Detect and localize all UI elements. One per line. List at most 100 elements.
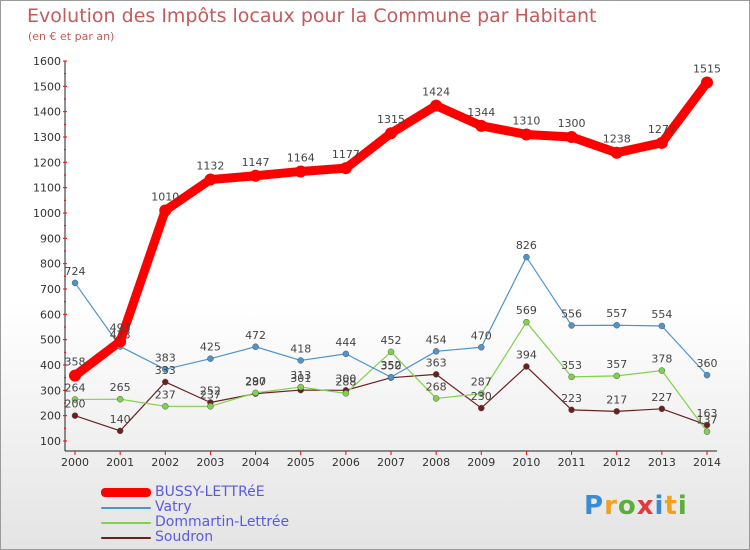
- data-point: [610, 146, 623, 159]
- series-line-0: [70, 78, 712, 381]
- data-point: [613, 321, 620, 329]
- data-point: [430, 99, 443, 112]
- data-label: 556: [561, 307, 582, 320]
- data-label: 569: [516, 304, 537, 317]
- x-tick-label: 2001: [106, 456, 134, 469]
- data-label: 350: [381, 360, 402, 373]
- data-label: 352: [381, 359, 402, 372]
- brand-logo: Proxiti: [584, 491, 688, 521]
- data-label: 137: [697, 414, 718, 427]
- x-tick-label: 2003: [196, 456, 224, 469]
- y-tick-label: 1200: [33, 156, 61, 169]
- data-point: [252, 343, 259, 351]
- data-point: [252, 389, 259, 397]
- data-label: 493: [110, 321, 131, 334]
- legend-label: Vatry: [155, 499, 192, 515]
- data-label: 1310: [512, 114, 540, 127]
- data-label: 1164: [287, 151, 315, 164]
- data-label: 227: [651, 391, 672, 404]
- data-label: 290: [245, 375, 266, 388]
- y-tick-label: 100: [40, 435, 61, 448]
- data-label: 470: [471, 329, 492, 342]
- data-label: 300: [335, 372, 356, 385]
- data-label: 1315: [377, 113, 405, 126]
- y-tick-label: 200: [40, 410, 61, 423]
- x-tick-label: 2006: [332, 456, 360, 469]
- data-point: [568, 406, 575, 414]
- data-point: [613, 372, 620, 380]
- data-label: 313: [290, 369, 311, 382]
- data-point: [523, 253, 530, 261]
- data-point: [339, 162, 352, 175]
- y-tick-label: 500: [40, 334, 61, 347]
- data-point: [342, 390, 350, 397]
- data-point: [655, 136, 668, 149]
- data-point: [703, 428, 711, 435]
- data-label: 425: [200, 341, 221, 354]
- x-tick-label: 2012: [603, 456, 631, 469]
- y-tick-label: 1100: [33, 182, 61, 195]
- y-tick-label: 1500: [33, 80, 61, 93]
- x-tick-label: 2004: [242, 456, 270, 469]
- data-label: 724: [65, 265, 86, 278]
- data-point: [613, 408, 620, 415]
- data-point: [69, 369, 81, 382]
- data-point: [432, 395, 440, 402]
- data-point: [207, 403, 214, 410]
- data-label: 264: [65, 381, 86, 394]
- x-tick-label: 2008: [422, 456, 450, 469]
- data-label: 557: [606, 307, 627, 320]
- data-point: [387, 373, 395, 381]
- data-point: [71, 412, 79, 419]
- x-tick-label: 2011: [558, 456, 586, 469]
- data-label: 418: [290, 342, 311, 355]
- data-label: 473: [110, 329, 131, 342]
- data-label: 383: [155, 351, 176, 364]
- data-point: [204, 173, 217, 186]
- data-label: 1132: [196, 160, 224, 173]
- data-label: 265: [110, 381, 131, 394]
- data-label: 217: [606, 393, 627, 406]
- data-label: 444: [335, 336, 356, 349]
- y-tick-label: 900: [40, 232, 61, 245]
- y-tick-label: 1000: [33, 207, 61, 220]
- data-label: 1147: [242, 156, 270, 169]
- y-tick-label: 300: [40, 384, 61, 397]
- data-point: [568, 373, 575, 381]
- data-label: 394: [516, 349, 537, 362]
- series-points: [69, 76, 713, 435]
- data-point: [297, 383, 304, 391]
- legend-item: BUSSY-LETTRéE: [101, 485, 289, 500]
- data-label: 230: [471, 390, 492, 403]
- data-label: 454: [426, 333, 447, 346]
- data-point: [432, 348, 440, 355]
- legend-label: Dommartin-Lettrée: [155, 514, 290, 530]
- data-point: [114, 335, 127, 348]
- data-point: [565, 131, 578, 143]
- legend-label: Soudron: [155, 529, 214, 545]
- axes: 100 200 300 400 500 600 700 800 900 1000 1100 1200 1…: [33, 55, 721, 469]
- data-point: [658, 322, 666, 330]
- data-point: [116, 427, 124, 435]
- data-point: [207, 355, 214, 362]
- data-label: 1277: [648, 123, 676, 136]
- y-tick-label: 700: [40, 283, 61, 296]
- legend-swatch: [101, 488, 151, 497]
- series-labels: 200 140 333 252 287 301 300 350 363 230 394 223 217 2…: [65, 63, 722, 427]
- data-point: [432, 371, 440, 378]
- brand-letter: r: [604, 491, 618, 521]
- data-label: 554: [651, 308, 672, 321]
- data-point: [475, 119, 488, 132]
- data-label: 287: [245, 376, 266, 389]
- data-label: 252: [200, 384, 221, 397]
- data-label: 1010: [151, 190, 179, 203]
- data-point: [703, 421, 711, 429]
- data-label: 1177: [332, 148, 360, 161]
- data-point: [387, 348, 395, 356]
- data-label: 268: [426, 380, 447, 393]
- brand-letter: x: [636, 491, 655, 521]
- x-tick-label: 2007: [377, 456, 405, 469]
- data-label: 1300: [558, 117, 586, 130]
- data-point: [162, 403, 169, 410]
